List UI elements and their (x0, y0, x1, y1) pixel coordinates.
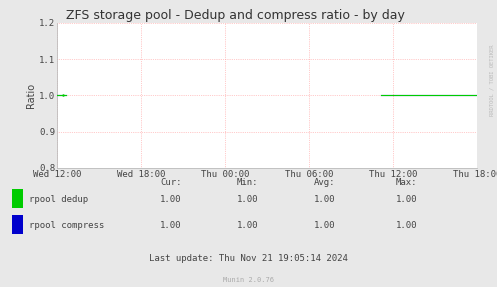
Text: 1.00: 1.00 (396, 195, 417, 204)
Text: Max:: Max: (396, 178, 417, 187)
Text: Min:: Min: (237, 178, 258, 187)
Text: RRDTOOL / TOBI OETIKER: RRDTOOL / TOBI OETIKER (490, 44, 495, 116)
Text: rpool dedup: rpool dedup (29, 195, 88, 204)
Text: 1.00: 1.00 (237, 221, 258, 230)
Text: 1.00: 1.00 (237, 195, 258, 204)
Text: 1.00: 1.00 (314, 221, 335, 230)
Text: 1.00: 1.00 (160, 221, 181, 230)
Text: Munin 2.0.76: Munin 2.0.76 (223, 277, 274, 283)
Text: rpool compress: rpool compress (29, 221, 104, 230)
Text: Avg:: Avg: (314, 178, 335, 187)
Text: 1.00: 1.00 (314, 195, 335, 204)
Y-axis label: Ratio: Ratio (26, 83, 36, 108)
Text: 1.00: 1.00 (160, 195, 181, 204)
Text: Cur:: Cur: (160, 178, 181, 187)
Text: ZFS storage pool - Dedup and compress ratio - by day: ZFS storage pool - Dedup and compress ra… (66, 9, 405, 22)
Text: Last update: Thu Nov 21 19:05:14 2024: Last update: Thu Nov 21 19:05:14 2024 (149, 254, 348, 263)
Text: 1.00: 1.00 (396, 221, 417, 230)
